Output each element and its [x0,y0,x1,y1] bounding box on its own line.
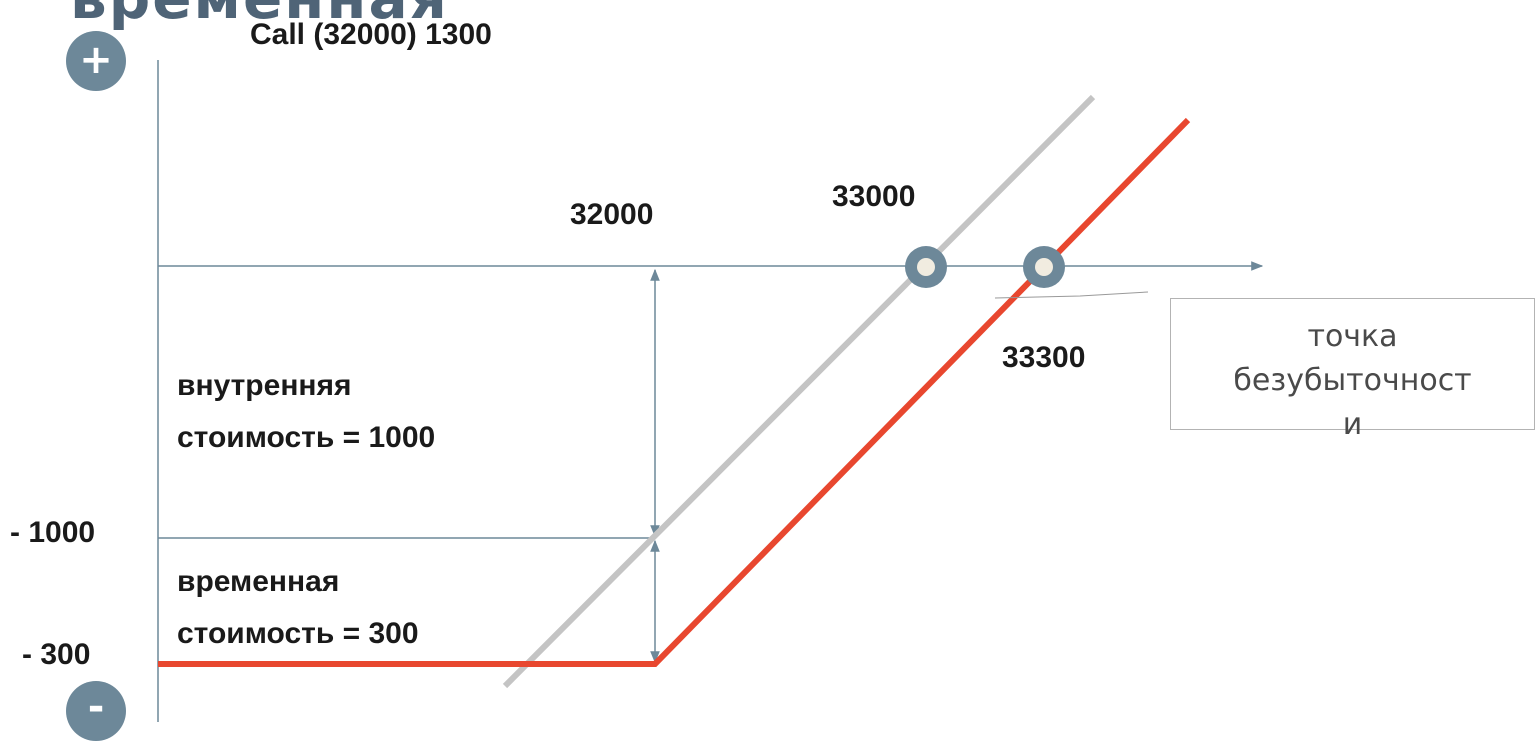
minus-icon: - [66,681,126,741]
time-line-1: временная [177,565,340,598]
time-line-2: стоимость = 300 [177,617,419,650]
label-33000: 33000 [832,180,916,213]
callout-line-1: точка [1307,319,1398,354]
plus-icon: + [66,31,126,91]
intrinsic-value-label: внутренняя стоимость = 1000 [177,360,435,464]
time-value-label: временная стоимость = 300 [177,556,419,660]
marker-33000 [905,246,947,288]
option-payoff-line [158,117,1191,667]
diagram-subtitle: Call (32000) 1300 [250,18,492,51]
label-33300: 33300 [1002,341,1086,374]
callout-line-2: безубыточност [1233,363,1472,398]
strike-label: 32000 [570,198,654,231]
intrinsic-payoff-line [502,94,1096,689]
intrinsic-line-1: внутренняя [177,369,352,402]
partial-title: временная [70,0,449,32]
breakeven-callout: точка безубыточност и [1170,298,1535,442]
callout-connector [994,291,1149,299]
intrinsic-line-2: стоимость = 1000 [177,421,436,454]
label-minus-300: - 300 [22,638,91,671]
callout-line-3: и [1342,407,1363,442]
marker-33300 [1023,246,1065,288]
label-minus-1000: - 1000 [10,516,96,549]
